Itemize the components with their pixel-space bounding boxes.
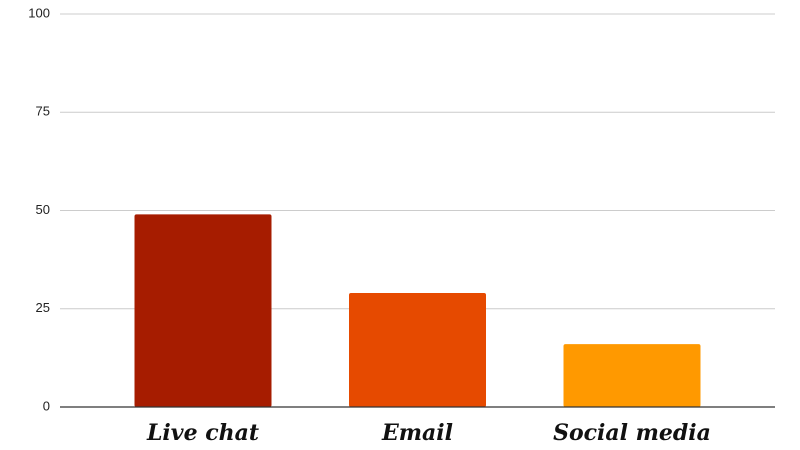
x-tick-label: Live chat: [146, 420, 259, 446]
y-tick-label: 50: [36, 202, 50, 217]
bar: [134, 214, 272, 407]
x-tick-label: Social media: [553, 420, 711, 446]
y-tick-label: 25: [36, 300, 50, 315]
y-tick-label: 100: [28, 5, 50, 20]
y-tick-label: 0: [43, 398, 50, 413]
y-tick-label: 75: [36, 104, 50, 119]
bar: [349, 293, 486, 407]
x-tick-label: Email: [381, 420, 453, 446]
bar: [563, 344, 701, 407]
